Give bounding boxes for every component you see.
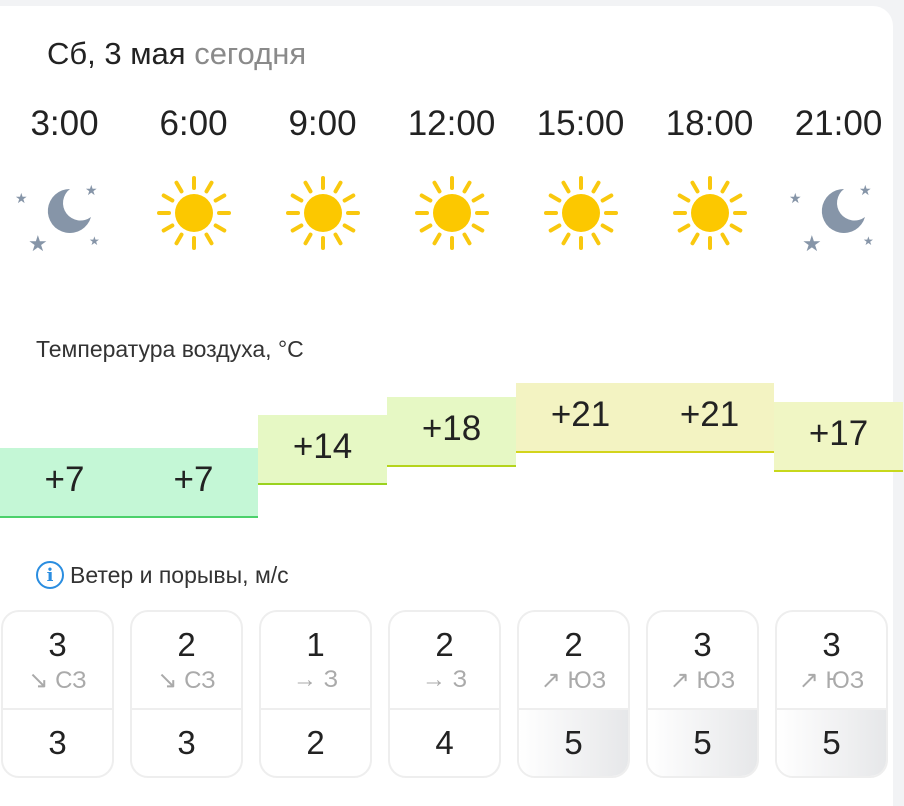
wind-arrow-icon: → xyxy=(292,666,317,693)
wind-speed: 1 xyxy=(306,626,325,663)
date-heading: Сб, 3 мая сегодня xyxy=(47,36,306,72)
wind-gust: 4 xyxy=(390,708,499,776)
wind-direction: → З xyxy=(261,666,370,694)
wind-direction-text: СЗ xyxy=(184,667,216,694)
temperature-band xyxy=(516,383,645,453)
wind-direction-text: ЮЗ xyxy=(567,667,607,694)
temperature-value: +17 xyxy=(808,414,869,453)
wind-direction: ↘ СЗ xyxy=(132,666,241,695)
temperature-value: +21 xyxy=(550,395,611,434)
svg-text:★: ★ xyxy=(89,234,100,248)
wind-direction: ↘ СЗ xyxy=(3,666,112,695)
wind-speed: 2 xyxy=(177,626,196,663)
info-icon[interactable]: i xyxy=(36,561,64,589)
date-text: Сб, 3 мая xyxy=(47,36,186,71)
wind-direction: ↗ ЮЗ xyxy=(648,666,757,695)
svg-text:★: ★ xyxy=(802,231,822,256)
wind-gust: 2 xyxy=(261,708,370,776)
temperature-value: +14 xyxy=(292,427,353,466)
wind-arrow-icon: ↘ xyxy=(28,667,49,694)
wind-direction-text: ЮЗ xyxy=(696,667,736,694)
svg-text:★: ★ xyxy=(85,182,98,198)
wind-card: 2 → З 4 xyxy=(388,610,501,778)
temperature-band xyxy=(387,397,516,467)
hour-label: 9:00 xyxy=(288,104,357,143)
wind-speed: 2 xyxy=(435,626,454,663)
svg-text:★: ★ xyxy=(789,190,802,206)
hour-label: 6:00 xyxy=(159,104,228,143)
temperature-value: +7 xyxy=(44,460,85,499)
hour-label: 18:00 xyxy=(665,104,754,143)
wind-card: 1 → З 2 xyxy=(259,610,372,778)
hour-label: 15:00 xyxy=(536,104,625,143)
temperature-band xyxy=(129,448,258,518)
svg-text:★: ★ xyxy=(863,234,874,248)
wind-direction-text: СЗ xyxy=(55,667,87,694)
wind-arrow-icon: ↗ xyxy=(669,667,690,694)
wind-card: 2 ↗ ЮЗ 5 xyxy=(517,610,630,778)
sun-icon xyxy=(516,168,645,258)
wind-card: 3 ↗ ЮЗ 5 xyxy=(775,610,888,778)
wind-direction-text: З xyxy=(323,666,339,693)
svg-text:★: ★ xyxy=(28,231,48,256)
wind-gust: 3 xyxy=(3,708,112,776)
sun-icon xyxy=(258,168,387,258)
temperature-band xyxy=(774,402,903,472)
temperature-value: +7 xyxy=(173,460,214,499)
wind-direction: ↗ ЮЗ xyxy=(519,666,628,695)
wind-gust: 3 xyxy=(132,708,241,776)
hour-label: 3:00 xyxy=(30,104,99,143)
wind-gust: 5 xyxy=(519,708,628,776)
svg-text:★: ★ xyxy=(859,182,872,198)
wind-card: 3 ↗ ЮЗ 5 xyxy=(646,610,759,778)
wind-direction-text: З xyxy=(452,666,468,693)
temperature-value: +18 xyxy=(421,409,482,448)
wind-speed: 3 xyxy=(48,626,67,663)
moon-stars-icon: ★ ★ ★ ★ xyxy=(774,168,903,258)
svg-text:★: ★ xyxy=(15,190,28,206)
wind-arrow-icon: ↗ xyxy=(798,667,819,694)
wind-gust: 5 xyxy=(777,708,886,776)
wind-card: 3 ↘ СЗ 3 xyxy=(1,610,114,778)
temperature-label: Температура воздуха, °C xyxy=(36,336,304,362)
wind-arrow-icon: ↘ xyxy=(157,667,178,694)
sun-icon xyxy=(129,168,258,258)
temperature-band xyxy=(258,415,387,485)
wind-label-row: i Ветер и порывы, м/с xyxy=(36,561,289,589)
today-label: сегодня xyxy=(194,36,307,71)
wind-arrow-icon: ↗ xyxy=(540,667,561,694)
hour-label: 12:00 xyxy=(407,104,496,143)
wind-label: Ветер и порывы, м/с xyxy=(70,561,289,588)
wind-card: 2 ↘ СЗ 3 xyxy=(130,610,243,778)
wind-gust: 5 xyxy=(648,708,757,776)
hour-label: 21:00 xyxy=(794,104,883,143)
wind-direction: ↗ ЮЗ xyxy=(777,666,886,695)
wind-direction: → З xyxy=(390,666,499,694)
temperature-band xyxy=(645,383,774,453)
sun-icon xyxy=(387,168,516,258)
wind-speed: 3 xyxy=(822,626,841,663)
temperature-value: +21 xyxy=(679,395,740,434)
wind-speed: 2 xyxy=(564,626,583,663)
wind-arrow-icon: → xyxy=(421,666,446,693)
temperature-band xyxy=(0,448,129,518)
sun-icon xyxy=(645,168,774,258)
moon-stars-icon: ★ ★ ★ ★ xyxy=(0,168,129,258)
wind-direction-text: ЮЗ xyxy=(825,667,865,694)
forecast-card: Сб, 3 мая сегодня 3:00 ★ ★ ★ ★ 6:00 9:00 12:00 1… xyxy=(0,6,903,806)
wind-speed: 3 xyxy=(693,626,712,663)
